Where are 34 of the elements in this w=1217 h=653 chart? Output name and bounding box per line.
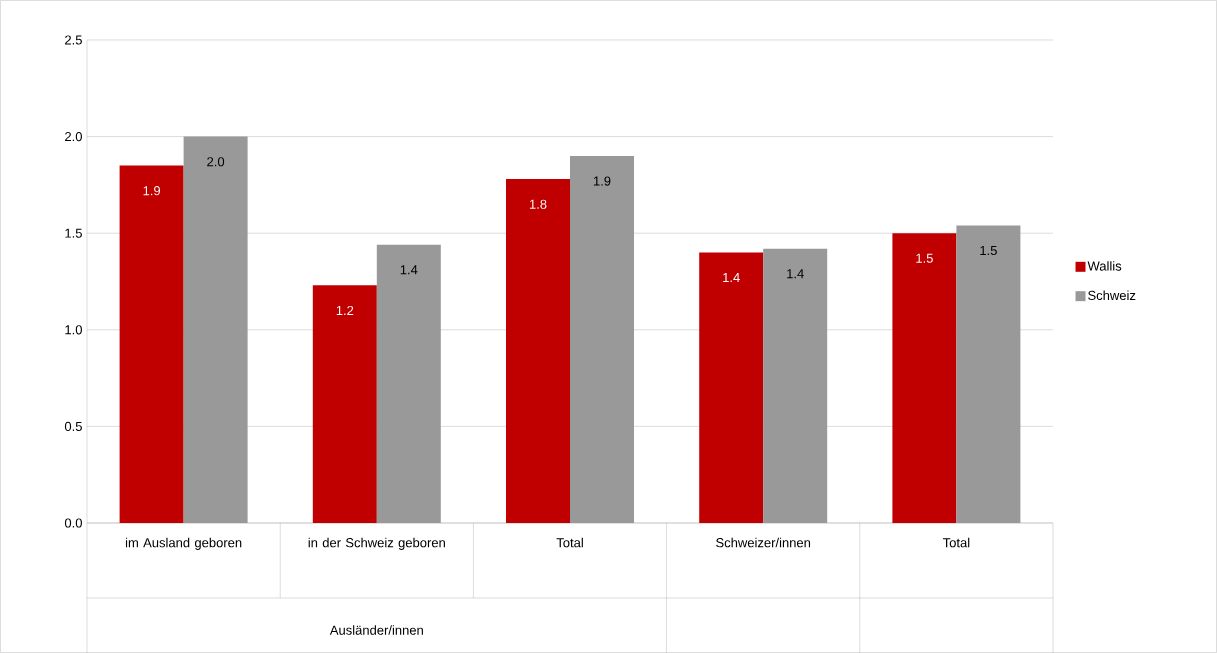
y-tick-label: 0.5 (64, 421, 82, 431)
y-tick-label: 1.0 (65, 325, 82, 335)
data-label: 1.4 (723, 272, 740, 282)
x-tick-label: in der Schweiz geboren (308, 537, 445, 550)
bar (892, 233, 957, 523)
y-tick-label: 2.5 (65, 35, 82, 45)
data-label: 2.0 (207, 157, 225, 167)
data-label: 1.2 (336, 305, 354, 315)
bar (312, 285, 377, 523)
x-tick-label: Schweizer/innen (716, 537, 811, 548)
bar (699, 252, 764, 523)
bar (570, 155, 635, 523)
data-label: 1.4 (787, 269, 804, 279)
data-label: 1.9 (593, 176, 611, 186)
text: Ausländer/innen (329, 625, 423, 635)
bar (119, 165, 184, 523)
bar (376, 244, 441, 523)
bar (956, 225, 1021, 523)
y-tick-label: 2.0 (65, 131, 82, 142)
legend-label: Wallis (1087, 261, 1122, 271)
bar (183, 136, 248, 523)
bar (506, 179, 570, 523)
x-tick-label: Total (942, 537, 970, 548)
data-label: 1.9 (143, 186, 161, 196)
x-tick-label: Total (556, 537, 583, 548)
bar (763, 248, 828, 523)
y-tick-label: 1.5 (65, 228, 82, 238)
data-label: 1.5 (980, 245, 997, 255)
legend-label: Schweiz (1088, 290, 1136, 300)
data-label: 1.5 (916, 253, 933, 263)
data-label: 1.8 (529, 199, 547, 209)
data-label: 1.4 (400, 265, 418, 275)
x-tick-label: im Ausland geboren (125, 537, 242, 550)
y-tick-label: 0.0 (64, 518, 82, 528)
